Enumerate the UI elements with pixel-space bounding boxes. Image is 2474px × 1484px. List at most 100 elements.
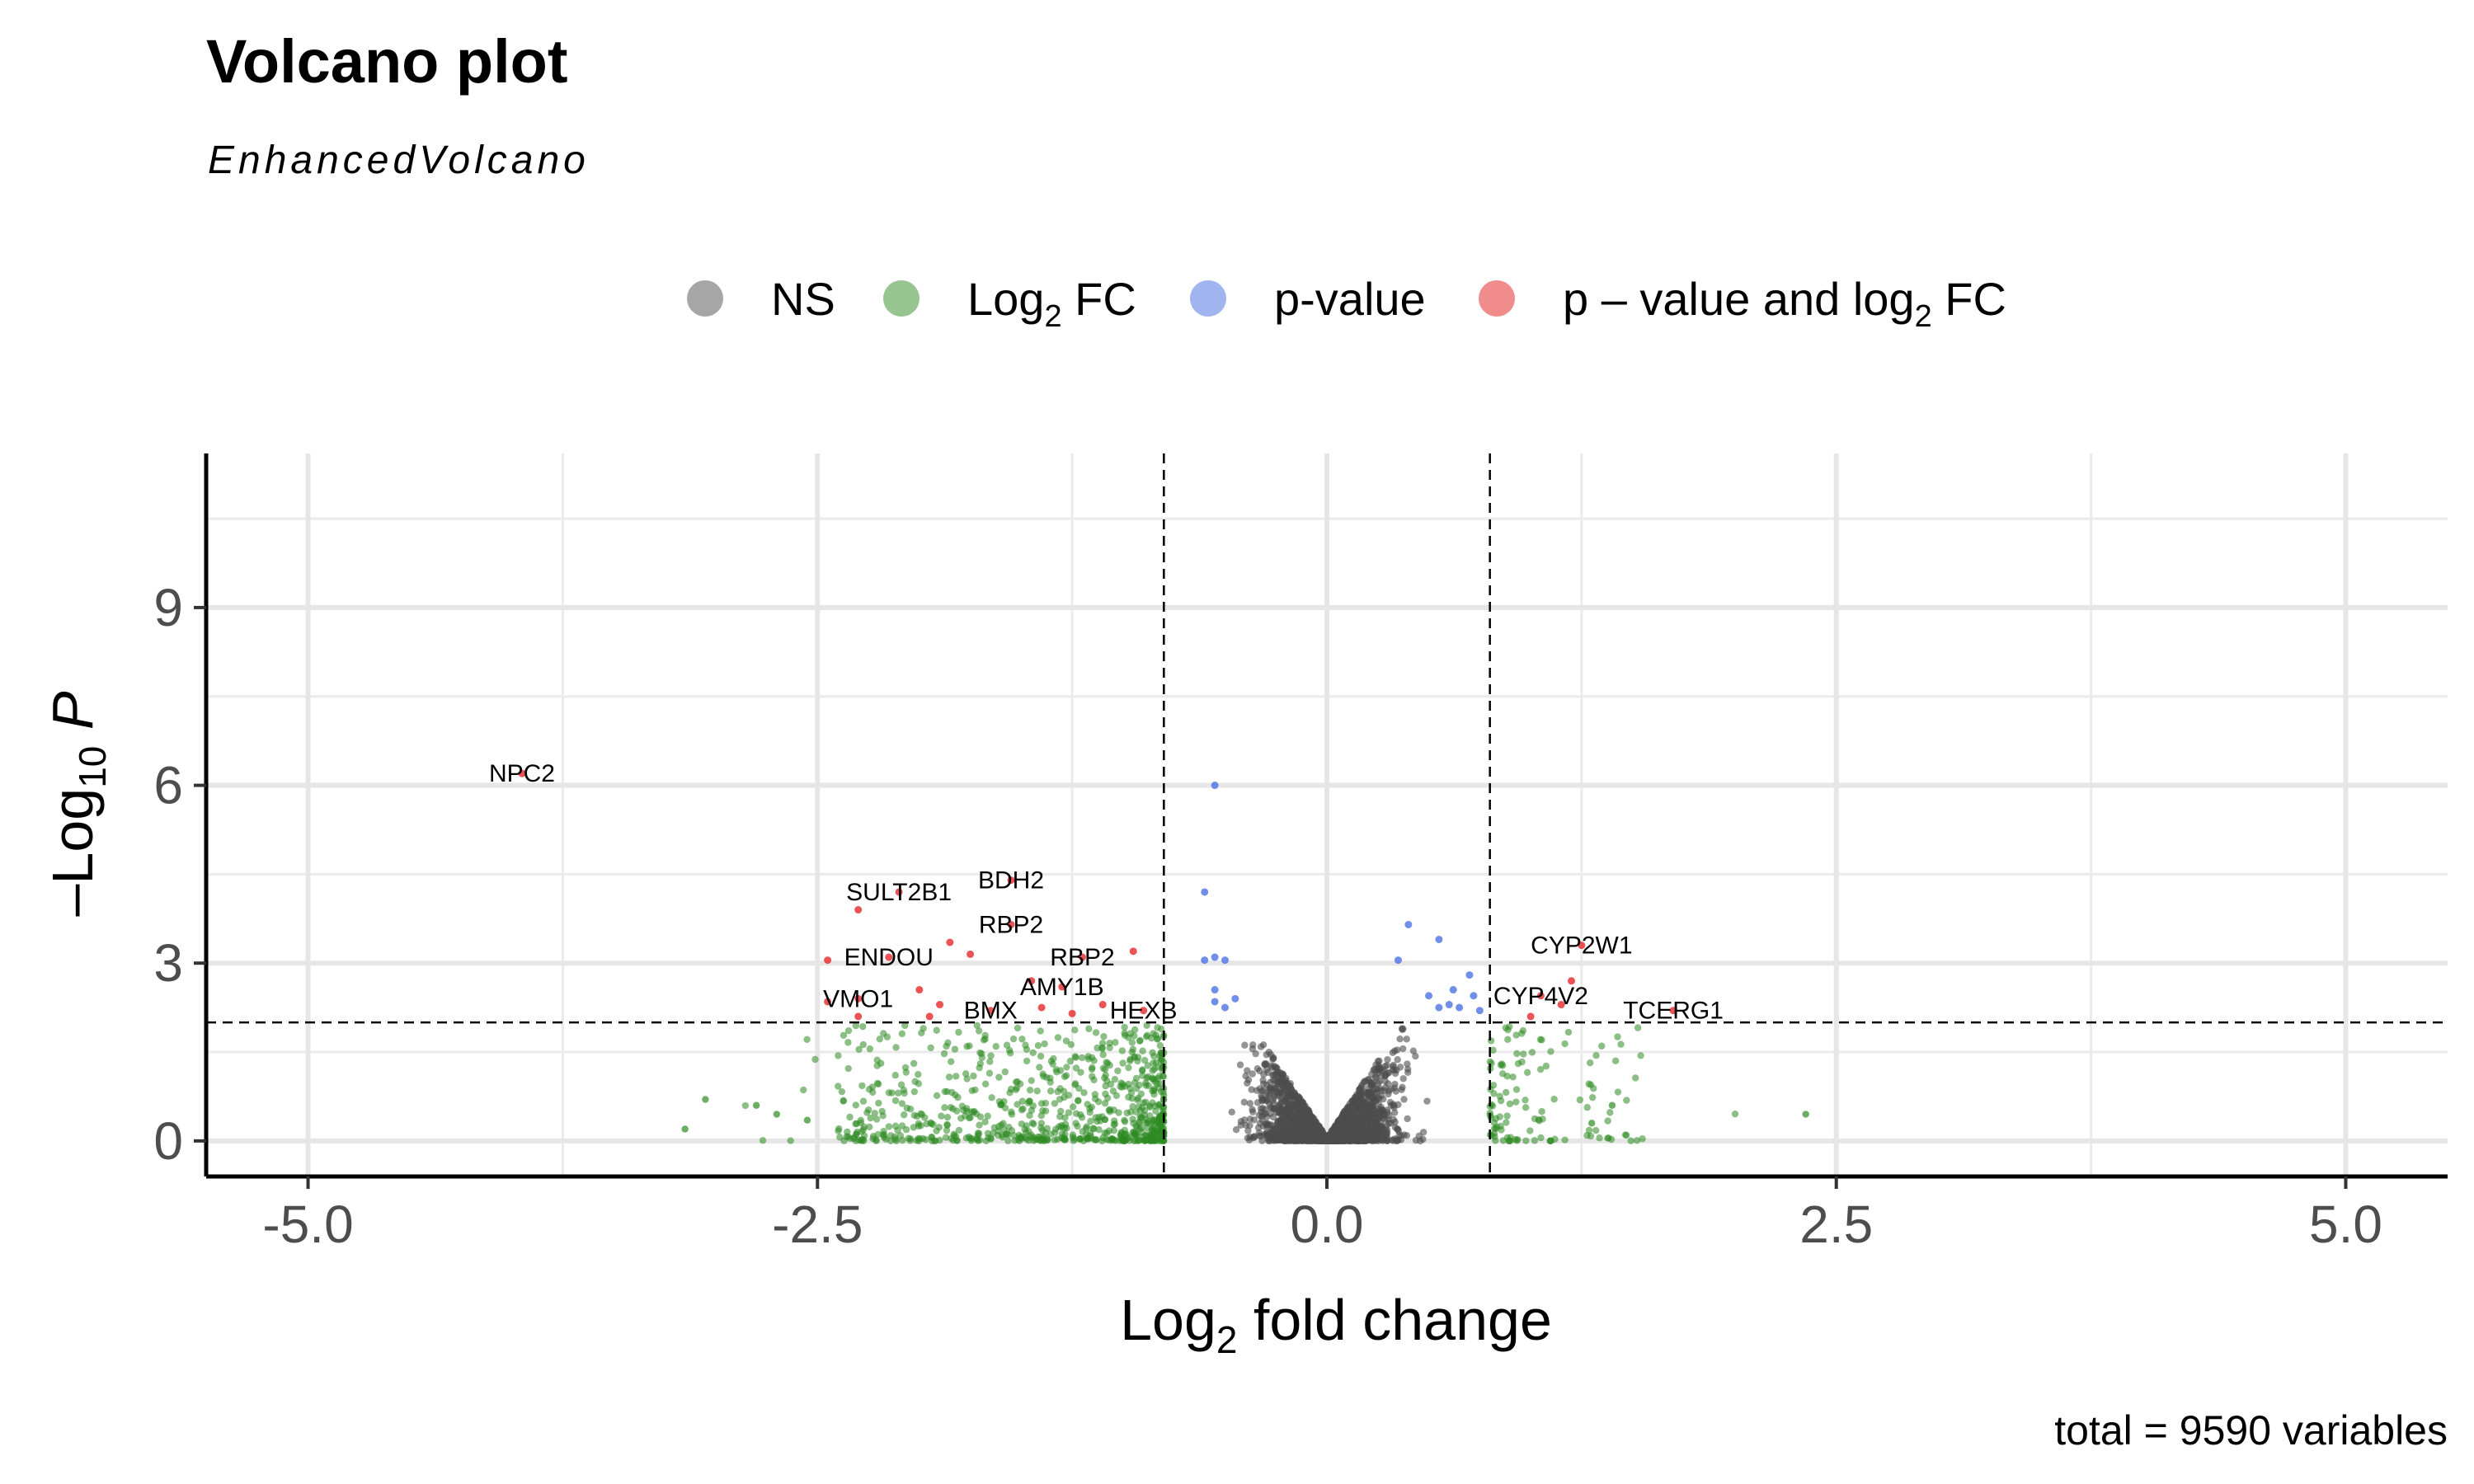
log2fc-point	[1036, 1064, 1043, 1071]
log2fc-point	[1159, 1073, 1167, 1080]
log2fc-point	[1057, 1107, 1065, 1115]
log2fc-point	[1054, 1034, 1062, 1041]
ns-point	[1304, 1106, 1312, 1114]
log2fc-point	[898, 1100, 906, 1107]
log2fc-point	[1101, 1129, 1108, 1137]
log2fc-point	[987, 1135, 995, 1143]
pvalue-and-log2fc-point	[1557, 1001, 1565, 1009]
log2fc-point	[1072, 1064, 1080, 1072]
legend-label-ns: NS	[771, 273, 835, 325]
log2fc-point	[1608, 1101, 1616, 1109]
log2fc-point	[1637, 1052, 1644, 1059]
log2fc-point	[1070, 1137, 1077, 1144]
log2fc-point	[976, 1064, 983, 1072]
log2fc-point	[859, 1022, 867, 1031]
point-label: CYP2W1	[1531, 932, 1632, 960]
log2fc-point	[852, 1021, 860, 1030]
ns-point	[1306, 1125, 1314, 1132]
log2fc-point	[975, 1027, 983, 1035]
legend-item-log2fc: Log2 FC	[883, 273, 1136, 334]
log2fc-point	[1063, 1064, 1070, 1071]
point-label: NPC2	[489, 760, 555, 787]
log2fc-point	[910, 1088, 919, 1096]
log2fc-point	[933, 1092, 941, 1100]
ns-point	[1287, 1084, 1295, 1092]
ns-point	[1385, 1115, 1392, 1123]
log2fc-point	[1069, 1103, 1077, 1111]
ns-point	[1228, 1108, 1235, 1115]
log2fc-point	[933, 1026, 940, 1034]
pvalue-and-log2fc-point	[854, 906, 863, 914]
pvalue-and-log2fc-point	[1007, 920, 1015, 928]
pvalue-and-log2fc-point	[986, 1007, 995, 1015]
log2fc-point	[1136, 1119, 1143, 1127]
ns-point	[1249, 1041, 1257, 1049]
log2fc-point	[1103, 1094, 1112, 1102]
log2fc-point	[968, 1135, 976, 1143]
log2fc-point	[957, 1115, 965, 1122]
log2fc-point	[1141, 1056, 1149, 1064]
log2fc-point	[1627, 1137, 1634, 1144]
log2fc-point	[1513, 1050, 1521, 1058]
log2fc-point	[1106, 1040, 1113, 1047]
log2fc-point	[1062, 1037, 1070, 1045]
log2fc-point	[974, 1131, 982, 1139]
log2fc-point	[1538, 1108, 1545, 1115]
log2fc-point	[1520, 1050, 1527, 1058]
log2fc-point	[1054, 1135, 1061, 1143]
pvalue-point	[1465, 971, 1474, 979]
ns-point	[1376, 1057, 1383, 1065]
log2fc-point	[1598, 1042, 1606, 1050]
log2fc-point	[1614, 1088, 1622, 1096]
pvalue-and-log2fc-point	[1568, 977, 1576, 985]
ns-point	[1377, 1087, 1385, 1095]
ns-point	[1253, 1064, 1262, 1073]
ns-point	[1371, 1131, 1378, 1139]
log2fc-point	[940, 1050, 948, 1058]
pvalue-and-log2fc-point	[1536, 992, 1545, 1000]
pvalue-point	[1211, 986, 1219, 994]
log2fc-point	[988, 1094, 995, 1101]
legend-item-pvalue: p-value	[1190, 273, 1426, 325]
log2fc-point	[913, 1112, 921, 1120]
log2fc-point	[971, 1086, 979, 1094]
y-axis-title: –Log10 P	[40, 691, 114, 916]
log2fc-point	[850, 1134, 858, 1141]
log2fc-point	[936, 1136, 943, 1144]
log2fc-point	[994, 1131, 1002, 1139]
pvalue-and-log2fc-point	[1140, 1007, 1148, 1015]
point-label: TCERG1	[1623, 998, 1724, 1025]
ns-point	[1259, 1041, 1268, 1049]
log2fc-point	[1075, 1097, 1082, 1104]
log2fc-point	[950, 1132, 958, 1139]
log2fc-point	[1611, 1057, 1620, 1064]
log2fc-point	[1587, 1081, 1595, 1088]
log2fc-point	[1094, 1044, 1101, 1052]
log2fc-point	[1080, 1089, 1088, 1097]
ns-point	[1271, 1105, 1278, 1113]
log2fc-point	[1100, 1033, 1108, 1040]
ns-point	[1338, 1113, 1346, 1121]
log2fc-point	[900, 1111, 908, 1119]
pvalue-point	[1221, 956, 1229, 965]
pvalue-and-log2fc-point	[1068, 1009, 1076, 1017]
log2fc-point	[1499, 1070, 1507, 1078]
log2fc-point	[752, 1101, 760, 1109]
log2fc-point	[1150, 1059, 1157, 1067]
log2fc-point	[1110, 1121, 1117, 1129]
log2fc-point	[1121, 1118, 1129, 1125]
log2fc-point	[1588, 1120, 1596, 1127]
ns-point	[1300, 1115, 1307, 1123]
log2fc-point	[852, 1101, 859, 1109]
log2fc-point	[1023, 1122, 1031, 1129]
pvalue-and-log2fc-point	[895, 888, 903, 896]
log2fc-point	[1060, 1087, 1068, 1095]
log2fc-point	[1121, 1023, 1128, 1031]
log2fc-point	[1067, 1040, 1075, 1049]
log2fc-point	[1039, 1106, 1047, 1115]
log2fc-point	[1498, 1126, 1505, 1134]
y-tick-label: 6	[153, 756, 183, 815]
log2fc-point	[1152, 1133, 1159, 1141]
ns-point	[1281, 1113, 1288, 1121]
legend-label-log2fc: Log2 FC	[967, 273, 1136, 334]
